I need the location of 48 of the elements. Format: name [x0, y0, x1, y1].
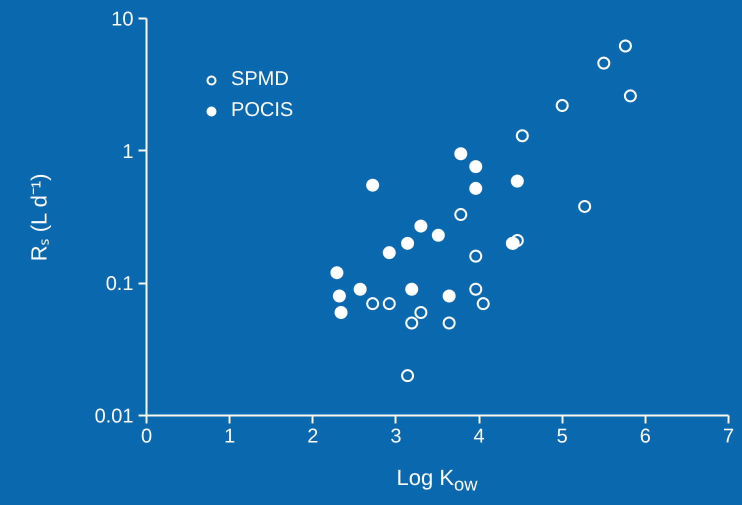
point: [510, 234, 524, 248]
x-tick-label: 2: [307, 426, 318, 448]
point: [401, 369, 414, 382]
point: [334, 306, 348, 320]
point: [516, 129, 529, 142]
point: [405, 316, 418, 330]
x-tick-label: 4: [474, 426, 485, 448]
x-tick-label: 7: [722, 426, 734, 448]
point: [597, 56, 610, 70]
point: [469, 182, 482, 195]
point: [432, 228, 445, 242]
x-tick-label: 5: [556, 426, 568, 448]
point: [366, 297, 380, 310]
x-tick-label: 0: [140, 426, 152, 448]
point: [414, 220, 428, 233]
point: [469, 282, 482, 296]
point: [401, 236, 414, 250]
y-tick-label: 0.1: [106, 273, 134, 296]
y-tick-label: 1: [122, 140, 134, 163]
point: [469, 160, 482, 174]
point: [556, 99, 569, 112]
point: [618, 39, 632, 52]
x-tick-label: 1: [224, 426, 236, 448]
legend-label: SPMD: [231, 68, 289, 91]
x-tick-label: 3: [390, 426, 402, 448]
y-tick-label: 10: [111, 8, 134, 30]
point: [442, 290, 456, 302]
point: [454, 147, 468, 160]
point: [469, 250, 482, 263]
x-axis-title: Log K$_{ow}$: [396, 465, 478, 496]
point: [578, 200, 592, 213]
legend-label: POCIS: [231, 99, 294, 122]
point: [405, 282, 418, 296]
point: [382, 246, 396, 260]
point: [454, 208, 468, 222]
point: [510, 174, 524, 188]
point: [624, 89, 637, 102]
point: [366, 178, 380, 192]
y-axis-title: Rₛ (L d⁻¹): [26, 174, 52, 262]
point: [442, 316, 456, 330]
x-tick-label: 6: [640, 426, 651, 448]
point: [330, 266, 344, 280]
point: [476, 297, 490, 310]
point: [382, 297, 396, 310]
point: [332, 290, 346, 302]
y-tick-label: 0.01: [94, 406, 134, 428]
point: [414, 306, 428, 320]
point: [354, 282, 367, 296]
